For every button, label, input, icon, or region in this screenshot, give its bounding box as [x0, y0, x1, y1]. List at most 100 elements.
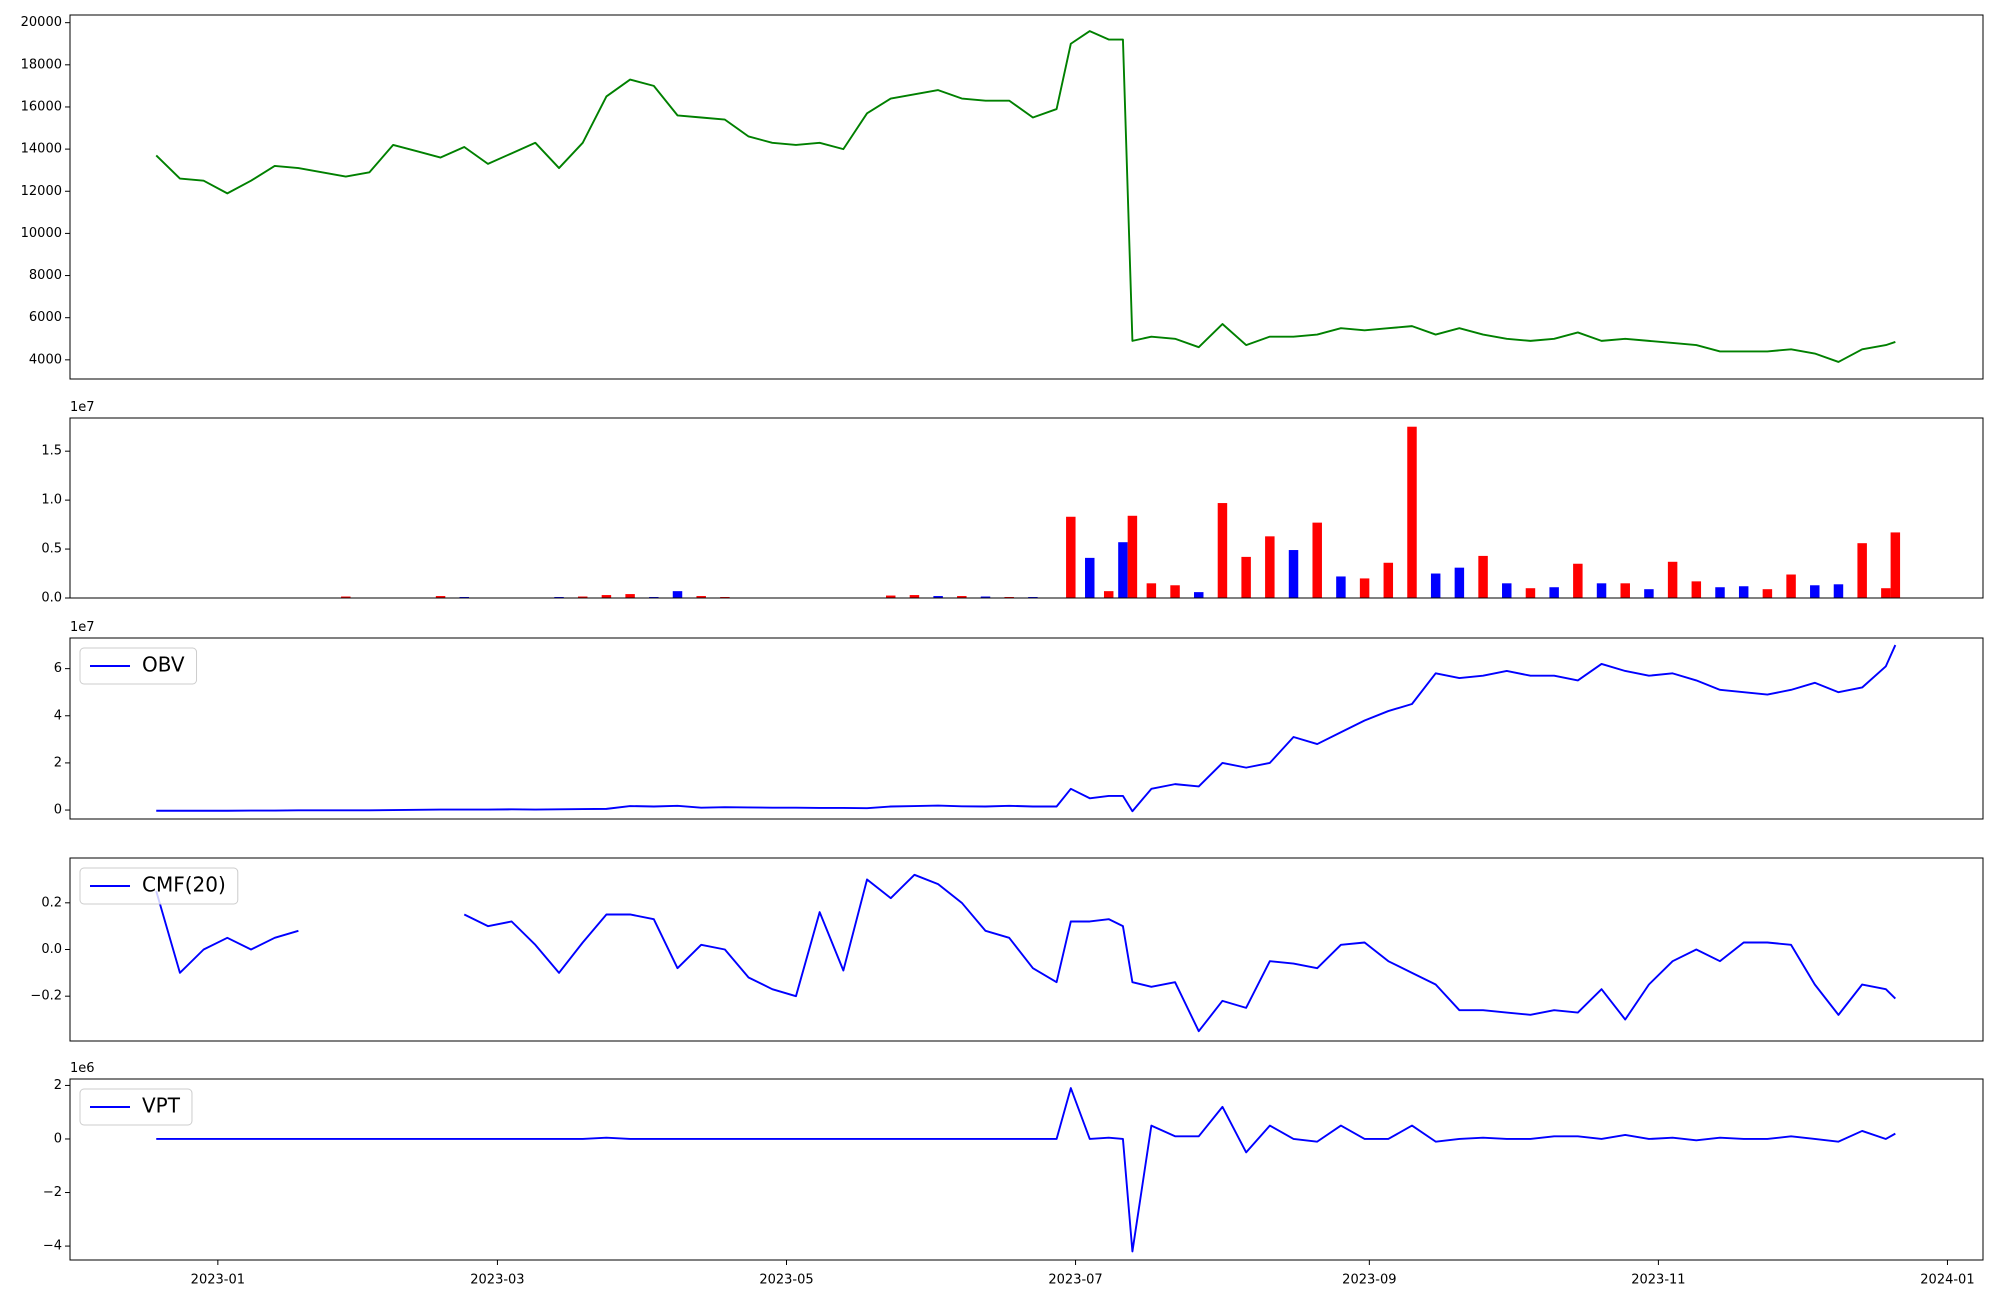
volume-bar	[1265, 536, 1275, 598]
y-tick-label: 0.5	[41, 542, 62, 557]
volume-bar	[1810, 585, 1820, 598]
volume-bar	[1103, 591, 1114, 598]
plot-area	[155, 873, 1896, 1033]
volume-bar	[1573, 563, 1583, 598]
volume-bar	[625, 594, 635, 598]
y-tick-label: 1.0	[41, 493, 62, 508]
volume-bar	[1288, 550, 1299, 598]
volume-bar	[885, 595, 896, 598]
subplot: 4000 6000 8000 10000 12000 14000 16000 18000 200…	[21, 14, 1984, 380]
y-tick-label: 1.5	[41, 444, 62, 459]
y-tick-label: 6	[54, 661, 62, 676]
x-tick-label: 2023-01	[191, 1273, 245, 1288]
volume-bar	[577, 596, 588, 598]
y-tick-label: 0	[54, 1131, 62, 1146]
y-tick-label: 0.0	[41, 942, 62, 957]
legend: OBV	[79, 647, 198, 685]
volume-bar	[341, 596, 351, 598]
volume-bar	[1383, 562, 1394, 598]
volume-bar	[1738, 586, 1749, 598]
x-tick-label: 2023-07	[1048, 1273, 1102, 1288]
volume-bar	[1833, 584, 1844, 598]
volume-bar	[1194, 592, 1204, 598]
y-tick-label: 14000	[21, 142, 62, 157]
legend-label: OBV	[142, 653, 185, 677]
volume-bar	[933, 596, 943, 598]
volume-bar	[1691, 581, 1702, 598]
volume-bar	[1407, 426, 1417, 598]
y-tick-label: −0.2	[30, 989, 62, 1004]
legend: VPT	[79, 1088, 193, 1126]
y-tick-label: 10000	[21, 226, 62, 241]
x-tick-label: 2023-05	[759, 1273, 813, 1288]
volume-bar	[1085, 557, 1095, 598]
volume-bar	[1170, 585, 1180, 598]
y-tick-label: 18000	[21, 57, 62, 72]
plot-area	[155, 30, 1896, 363]
axes-frame	[69, 637, 1984, 820]
volume-bar	[1359, 578, 1370, 598]
series-line	[155, 873, 1896, 1033]
y-tick-label: 4	[54, 708, 62, 723]
y-offset-label: 1e7	[70, 400, 95, 415]
series-line	[155, 30, 1896, 363]
y-tick-label: 0.0	[41, 591, 62, 606]
axes-frame	[69, 14, 1984, 380]
volume-bar	[980, 596, 991, 598]
subplot: −0.2 0.0 0.2 CMF(20)	[30, 857, 1984, 1042]
volume-bar	[1667, 561, 1678, 598]
volume-bar	[1127, 515, 1138, 598]
volume-bar	[1762, 589, 1773, 598]
x-tick-label: 2023-09	[1342, 1273, 1396, 1288]
subplot: −4 −2 0 2 1e6 2023-01 2023-03 2023-05 2023-07 202…	[43, 1061, 1984, 1288]
volume-bar	[1786, 574, 1796, 598]
volume-bar	[1118, 542, 1128, 598]
axes-frame	[69, 1078, 1984, 1261]
subplot: 0 2 4 6 1e7 OBV	[54, 620, 1984, 820]
volume-bar	[1549, 587, 1559, 598]
y-tick-label: −4	[43, 1239, 62, 1254]
volume-bar	[1644, 589, 1654, 598]
volume-bar	[1890, 532, 1901, 598]
axes-frame	[69, 417, 1984, 599]
volume-bar	[1312, 522, 1322, 598]
legend-box	[79, 867, 239, 905]
series-line	[156, 1087, 1896, 1253]
subplot: 0.0 0.5 1.0 1.5 1e7	[41, 400, 1984, 606]
y-tick-label: 4000	[29, 352, 62, 367]
volume-bar	[1525, 588, 1536, 598]
volume-bar	[1241, 556, 1251, 598]
volume-bar	[1336, 576, 1346, 598]
legend: CMF(20)	[79, 867, 239, 905]
y-offset-label: 1e7	[70, 620, 95, 635]
volume-bar	[1596, 583, 1607, 598]
series-line	[156, 644, 1897, 813]
y-tick-label: 0.2	[41, 895, 62, 910]
axes-frame	[69, 857, 1984, 1042]
y-tick-label: 8000	[29, 268, 62, 283]
volume-bar	[696, 596, 706, 598]
plot-area	[156, 644, 1897, 813]
volume-bar	[1430, 573, 1441, 598]
y-tick-label: 2	[54, 755, 62, 770]
x-tick-label: 2023-11	[1631, 1273, 1685, 1288]
volume-bar	[1502, 583, 1512, 598]
volume-bar	[1881, 588, 1891, 598]
y-offset-label: 1e6	[70, 1061, 95, 1076]
volume-bar	[1715, 587, 1725, 598]
legend-label: VPT	[142, 1094, 181, 1118]
volume-bar	[1857, 543, 1867, 598]
volume-bar	[909, 595, 920, 598]
y-tick-label: 2	[54, 1078, 62, 1093]
x-tick-label: 2024-01	[1920, 1273, 1974, 1288]
volume-bar	[1478, 555, 1488, 598]
y-tick-label: 0	[54, 803, 62, 818]
plot-area	[222, 426, 1901, 598]
volume-bar	[435, 596, 446, 598]
volume-bar	[957, 596, 967, 598]
volume-bar	[672, 591, 683, 598]
y-tick-label: 20000	[21, 15, 62, 30]
legend-box	[79, 1088, 193, 1126]
volume-bar	[1454, 567, 1465, 598]
